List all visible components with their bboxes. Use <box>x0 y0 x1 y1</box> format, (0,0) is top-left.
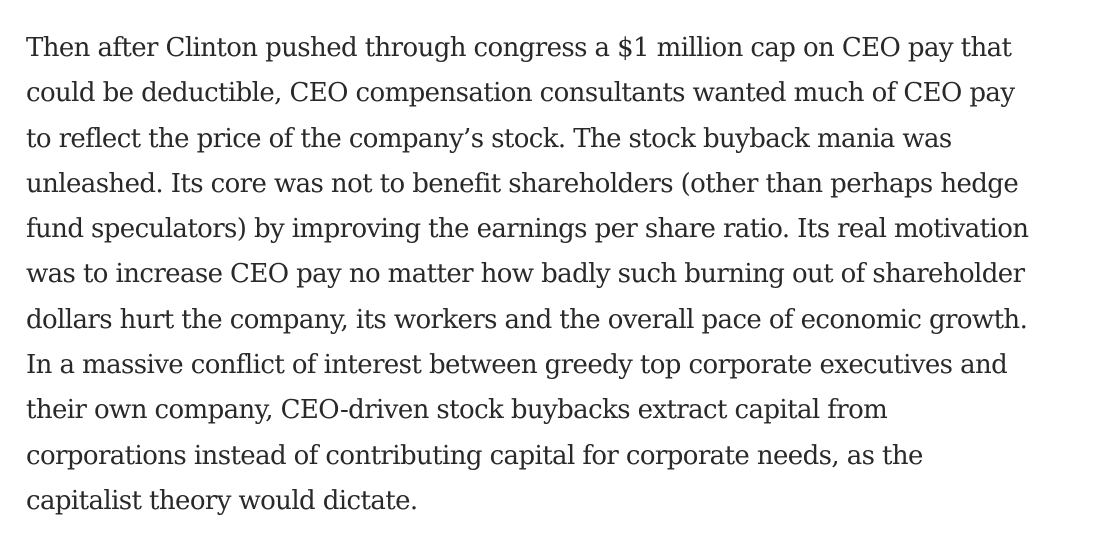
paragraph-line: fund speculators) by improving the earni… <box>26 214 1029 245</box>
paragraph-line: capitalist theory would dictate. <box>26 485 418 516</box>
paragraph-line: was to increase CEO pay no matter how ba… <box>26 259 1025 290</box>
paragraph-line: could be deductible, CEO compensation co… <box>26 78 1015 109</box>
paragraph-line: In a massive conflict of interest betwee… <box>26 350 1008 381</box>
paragraph-line: unleashed. Its core was not to benefit s… <box>26 168 1019 199</box>
paragraph-line: corporations instead of contributing cap… <box>26 440 923 471</box>
paragraph-line: Then after Clinton pushed through congre… <box>26 33 1012 63</box>
paragraph-line: their own company, CEO-driven stock buyb… <box>26 395 888 426</box>
article-paragraph: Then after Clinton pushed through congre… <box>26 26 1092 524</box>
paragraph-line: dollars hurt the company, its workers an… <box>26 304 1028 335</box>
paragraph-line: to reflect the price of the company’s st… <box>26 123 952 154</box>
